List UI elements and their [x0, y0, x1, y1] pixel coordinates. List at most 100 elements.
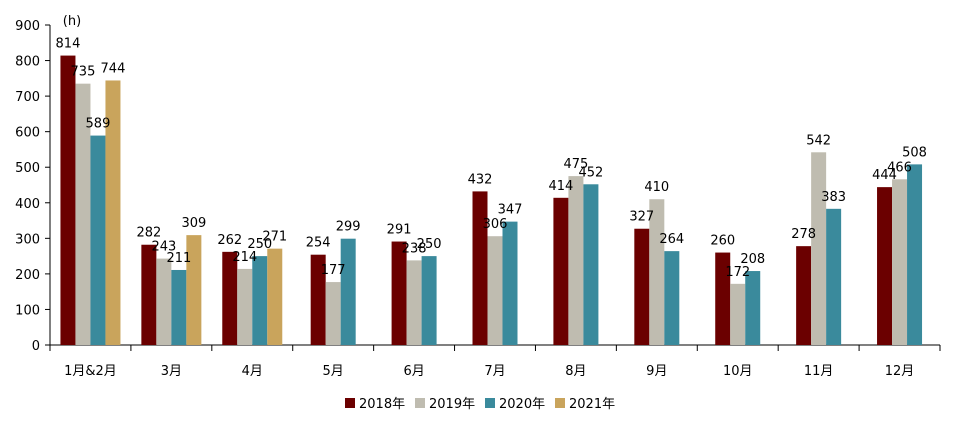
- data-label: 211: [166, 251, 191, 266]
- legend-label: 2018年: [359, 397, 405, 412]
- data-label: 254: [306, 236, 331, 251]
- data-label: 508: [902, 145, 927, 160]
- bar: [222, 251, 238, 345]
- x-tick-label: 10月: [723, 364, 753, 379]
- bar: [391, 241, 407, 345]
- bar: [60, 55, 76, 345]
- legend-label: 2019年: [429, 397, 475, 412]
- data-label: 744: [101, 61, 126, 76]
- bar: [907, 164, 923, 345]
- data-label: 177: [321, 263, 346, 278]
- data-label: 735: [71, 65, 96, 80]
- bar: [583, 184, 599, 345]
- data-label: 410: [644, 180, 669, 195]
- bar: [171, 269, 187, 345]
- legend-swatch: [485, 398, 495, 408]
- data-label: 262: [217, 233, 242, 248]
- data-label: 444: [872, 168, 897, 183]
- x-tick-label: 1月&2月: [64, 364, 117, 379]
- data-label: 282: [136, 226, 161, 241]
- bar: [892, 179, 908, 345]
- x-tick-label: 3月: [161, 364, 182, 379]
- data-label: 299: [336, 220, 361, 235]
- bar: [186, 235, 202, 345]
- data-label: 452: [578, 165, 603, 180]
- data-label: 347: [498, 203, 523, 218]
- bar: [568, 176, 584, 345]
- x-tick-label: 9月: [646, 364, 667, 379]
- data-label: 414: [548, 179, 573, 194]
- bar: [252, 256, 268, 345]
- data-label: 383: [821, 190, 846, 205]
- bar: [664, 251, 680, 345]
- data-label: 278: [791, 227, 816, 242]
- data-label: 306: [483, 217, 508, 232]
- legend-label: 2020年: [499, 397, 545, 412]
- data-label: 250: [247, 237, 272, 252]
- bar: [826, 208, 842, 345]
- legend-swatch: [345, 398, 355, 408]
- bar: [406, 260, 422, 345]
- bar: [267, 248, 283, 345]
- data-label: 814: [56, 37, 81, 52]
- bar: [237, 268, 253, 345]
- x-tick-label: 8月: [565, 364, 586, 379]
- axes: 0 100 200 300 400 500 600 700 800 900 (h) 1月&2月 3月 4月…: [15, 14, 941, 379]
- bar: [340, 238, 356, 345]
- data-label: 208: [740, 252, 765, 267]
- data-label: 466: [887, 160, 912, 175]
- legend: 2018年 2019年 2020年 2021年: [345, 397, 615, 412]
- x-tick-label: 11月: [804, 364, 834, 379]
- data-label: 243: [151, 240, 176, 255]
- y-tick-label: 600: [15, 126, 40, 141]
- bar: [553, 197, 569, 345]
- data-label: 309: [181, 216, 206, 231]
- bar: [310, 254, 326, 345]
- bar: [487, 236, 503, 345]
- bar: [502, 221, 518, 345]
- data-label: 589: [86, 117, 111, 132]
- y-tick-label: 700: [15, 90, 40, 105]
- data-label: 291: [387, 223, 412, 238]
- bar: [325, 282, 341, 345]
- bar: [90, 135, 106, 345]
- legend-label: 2021年: [569, 397, 615, 412]
- y-tick-label: 500: [15, 161, 40, 176]
- data-label: 327: [629, 210, 654, 225]
- legend-swatch: [555, 398, 565, 408]
- data-label: 432: [468, 172, 493, 187]
- bar: [75, 83, 91, 346]
- data-label: 260: [710, 234, 735, 249]
- bar: [649, 199, 665, 345]
- y-tick-label: 200: [15, 268, 40, 283]
- bar: [105, 80, 121, 345]
- y-tick-label: 100: [15, 303, 40, 318]
- bar: [156, 258, 172, 345]
- bar: [715, 252, 731, 345]
- x-tick-label: 6月: [403, 364, 424, 379]
- data-label: 475: [563, 157, 588, 172]
- x-tick-label: 5月: [323, 364, 344, 379]
- bar: [811, 152, 827, 345]
- y-tick-label: 0: [32, 339, 40, 354]
- x-tick-label: 12月: [885, 364, 915, 379]
- bar: [877, 187, 893, 345]
- y-tick-label: 800: [15, 55, 40, 70]
- bars: [60, 55, 923, 346]
- bar: [421, 256, 437, 345]
- bar: [796, 246, 812, 345]
- data-label: 250: [417, 237, 442, 252]
- data-label: 271: [262, 230, 287, 245]
- y-tick-label: 300: [15, 232, 40, 247]
- bar: [634, 228, 650, 345]
- y-unit-label: (h): [63, 14, 81, 29]
- bar: [730, 283, 746, 345]
- y-tick-label: 400: [15, 197, 40, 212]
- x-tick-label: 4月: [242, 364, 263, 379]
- data-label: 238: [402, 241, 427, 256]
- data-label: 214: [232, 250, 257, 265]
- x-tick-label: 7月: [484, 364, 505, 379]
- legend-swatch: [415, 398, 425, 408]
